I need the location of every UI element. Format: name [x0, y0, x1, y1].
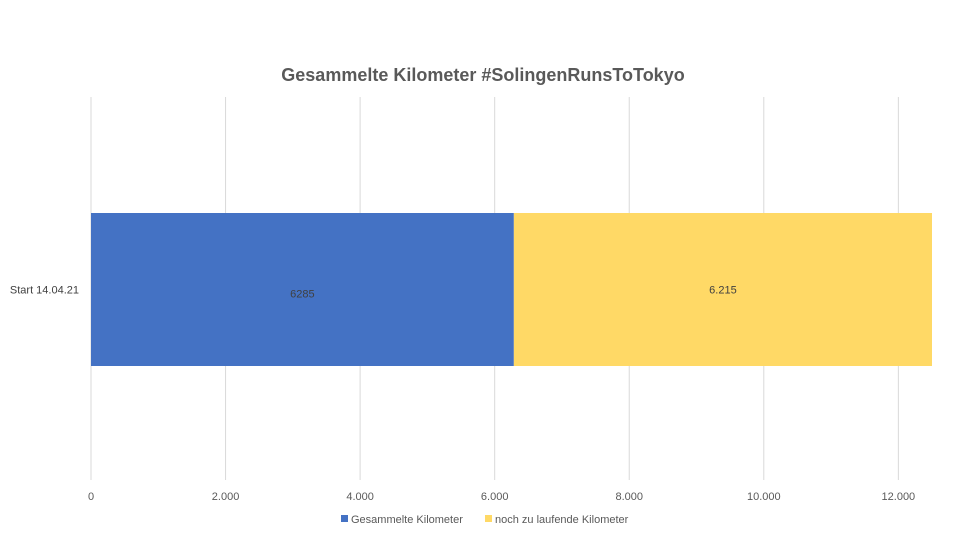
legend-label: noch zu laufende Kilometer [495, 514, 629, 526]
x-tick-label: 2.000 [212, 491, 240, 503]
x-tick-label: 12.000 [882, 491, 916, 503]
data-label: 6285 [290, 289, 314, 301]
y-category-label: Start 14.04.21 [10, 285, 79, 297]
legend-swatch [485, 515, 492, 522]
x-tick-label: 0 [88, 491, 94, 503]
legend-swatch [341, 515, 348, 522]
chart-title: Gesammelte Kilometer #SolingenRunsToToky… [281, 65, 684, 85]
data-label: 6.215 [709, 285, 737, 297]
bar-segment [91, 213, 514, 366]
x-tick-label: 6.000 [481, 491, 509, 503]
legend-label: Gesammelte Kilometer [351, 514, 463, 526]
x-tick-label: 10.000 [747, 491, 781, 503]
bar-segment [513, 213, 932, 366]
x-tick-label: 4.000 [346, 491, 374, 503]
x-tick-label: 8.000 [615, 491, 643, 503]
